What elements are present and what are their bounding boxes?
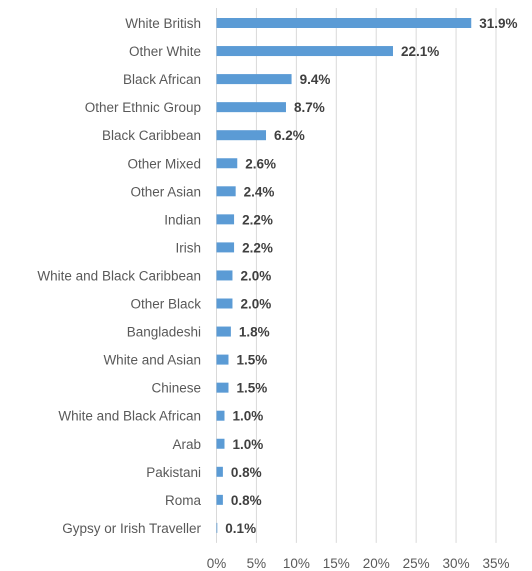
category-label: White British (125, 16, 201, 31)
data-label: 9.4% (300, 72, 331, 87)
x-tick-label: 35% (482, 556, 509, 571)
x-tick-label: 20% (363, 556, 390, 571)
category-label: Arab (172, 437, 201, 452)
bars (216, 18, 472, 533)
x-tick-label: 10% (283, 556, 310, 571)
category-label: Chinese (151, 381, 201, 396)
data-label: 2.2% (242, 240, 273, 255)
bar (216, 130, 267, 141)
category-label: Pakistani (146, 465, 201, 480)
bar (216, 46, 393, 57)
data-label: 2.4% (244, 184, 275, 199)
data-label: 0.8% (231, 465, 262, 480)
category-label: Indian (164, 212, 201, 227)
x-tick-label: 0% (207, 556, 227, 571)
bar (216, 494, 223, 505)
category-label: White and Black Caribbean (37, 268, 201, 283)
category-label: White and Black African (58, 409, 201, 424)
data-label: 1.8% (239, 325, 270, 340)
bar (216, 410, 225, 421)
data-label: 22.1% (401, 44, 439, 59)
category-label: Other Mixed (127, 156, 201, 171)
bar (216, 102, 286, 113)
bar (216, 186, 236, 197)
category-label: Other Black (130, 297, 201, 312)
bar (216, 242, 235, 253)
data-label: 2.2% (242, 212, 273, 227)
category-label: Other White (129, 44, 201, 59)
category-labels: White British Other White Black African Oth… (37, 16, 201, 536)
bar (216, 270, 233, 281)
data-labels: 31.9% 22.1% 9.4% 8.7% 6.2% 2.6% 2.4% 2.2% 2.2% 2.… (225, 16, 517, 536)
bar (216, 354, 229, 365)
x-axis-tick-labels: 0% 5% 10% 15% 20% 25% 30% 35% (207, 556, 510, 571)
bar (216, 158, 238, 169)
gridlines (216, 8, 497, 543)
data-label: 0.1% (225, 521, 256, 536)
category-label: Irish (175, 240, 201, 255)
category-label: Black Caribbean (102, 128, 201, 143)
data-label: 1.5% (236, 353, 267, 368)
data-label: 1.0% (232, 409, 263, 424)
x-tick-label: 5% (247, 556, 267, 571)
bar (216, 522, 218, 533)
bar (216, 326, 231, 337)
x-tick-label: 25% (403, 556, 430, 571)
data-label: 2.0% (240, 268, 271, 283)
bar (216, 214, 235, 225)
data-label: 31.9% (479, 16, 517, 31)
bar (216, 298, 233, 309)
category-label: Gypsy or Irish Traveller (62, 521, 201, 536)
data-label: 6.2% (274, 128, 305, 143)
x-tick-label: 15% (323, 556, 350, 571)
bar (216, 438, 225, 449)
category-label: Black African (123, 72, 201, 87)
data-label: 1.5% (236, 381, 267, 396)
category-label: Bangladeshi (127, 325, 201, 340)
data-label: 1.0% (232, 437, 263, 452)
category-label: Other Ethnic Group (85, 100, 201, 115)
data-label: 8.7% (294, 100, 325, 115)
data-label: 2.6% (245, 156, 276, 171)
category-label: Roma (165, 493, 202, 508)
category-label: White and Asian (103, 353, 201, 368)
bar (216, 466, 223, 477)
category-label: Other Asian (130, 184, 201, 199)
bar (216, 382, 229, 393)
bar (216, 18, 472, 28)
bar (216, 74, 292, 85)
data-label: 2.0% (240, 297, 271, 312)
data-label: 0.8% (231, 493, 262, 508)
x-tick-label: 30% (443, 556, 470, 571)
